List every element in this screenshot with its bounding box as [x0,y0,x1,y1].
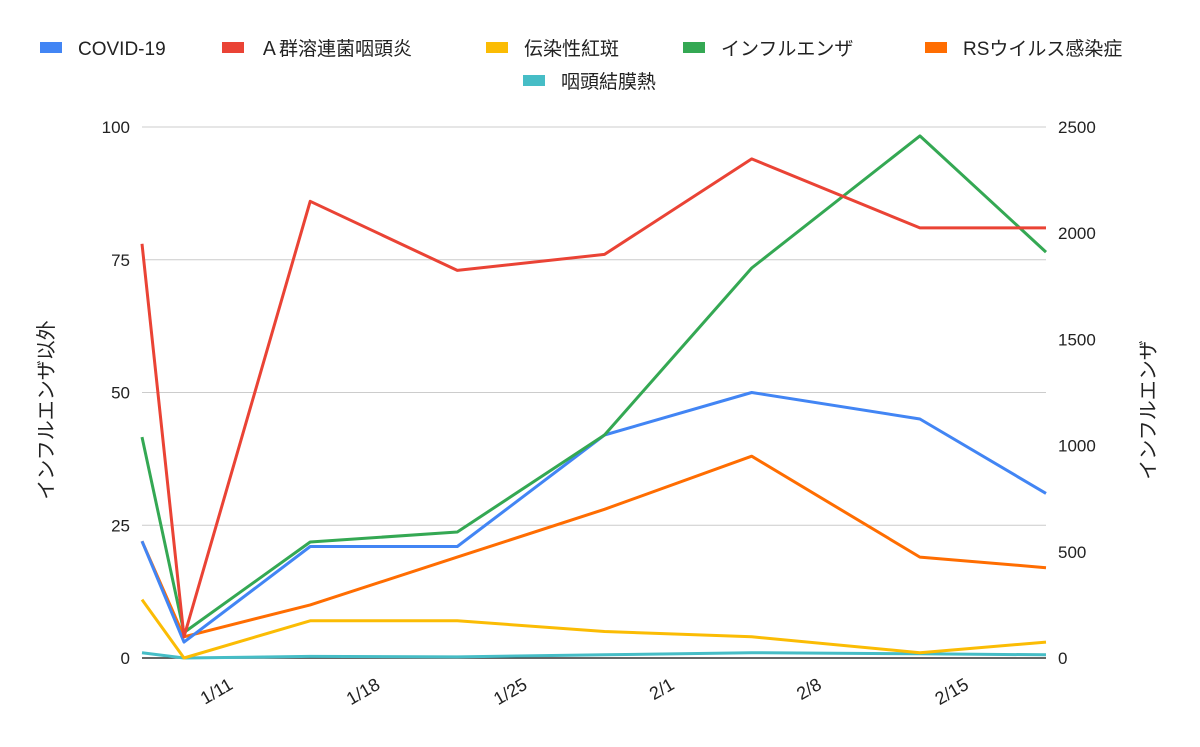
legend-label: COVID-19 [78,39,166,60]
x-tick-label: 2/15 [932,674,972,709]
left-tick-label: 75 [111,251,130,270]
x-tick-label: 1/25 [490,674,530,709]
right-tick-label: 1000 [1058,437,1096,456]
series-line-4 [140,454,1047,639]
x-tick-label: 1/11 [197,674,236,708]
right-axis-title: インフルエンザ [1138,340,1160,479]
right-tick-label: 500 [1058,543,1086,562]
right-tick-label: 0 [1058,649,1067,668]
x-tick-label: 2/1 [646,674,678,704]
legend-swatch [925,42,947,53]
x-axis: 1/11 1/18 1/25 2/1 2/8 2/15 [197,674,972,709]
x-tick-label: 2/8 [793,674,825,704]
gridlines [142,126,1046,659]
series-line-2 [140,598,1047,660]
right-tick-label: 2000 [1058,224,1096,243]
legend-label: RSウイルス感染症 [963,38,1122,60]
series-lines [140,134,1048,660]
left-axis: 0 25 50 75 100 [102,118,130,668]
right-tick-label: 2500 [1058,118,1096,137]
series-line-5 [141,651,1047,660]
right-axis: 0 500 1000 1500 2000 2500 [1058,118,1096,668]
left-tick-label: 50 [111,384,130,403]
legend-label: インフルエンザ [721,39,853,60]
left-tick-label: 25 [111,516,130,535]
legend-label: Ａ群溶連菌咽頭炎 [260,38,412,60]
x-tick-label: 1/18 [343,674,383,709]
series-line-1 [140,157,1046,639]
legend-swatch [486,42,508,53]
legend-label: 伝染性紅斑 [524,38,619,60]
legend-label: 咽頭結膜熱 [561,71,656,93]
legend-swatch [222,42,244,53]
legend-swatch [523,75,545,86]
left-tick-label: 0 [121,649,130,668]
right-tick-label: 1500 [1058,330,1096,349]
series-line-3 [140,134,1048,634]
left-axis-title: インフルエンザ以外 [35,320,58,499]
legend: COVID-19 Ａ群溶連菌咽頭炎 伝染性紅斑 インフルエンザ RSウイルス感染症咽頭結… [40,38,1122,93]
left-tick-label: 100 [102,118,130,137]
legend-swatch [683,42,705,53]
series-line-0 [140,391,1047,644]
legend-swatch [40,42,62,53]
